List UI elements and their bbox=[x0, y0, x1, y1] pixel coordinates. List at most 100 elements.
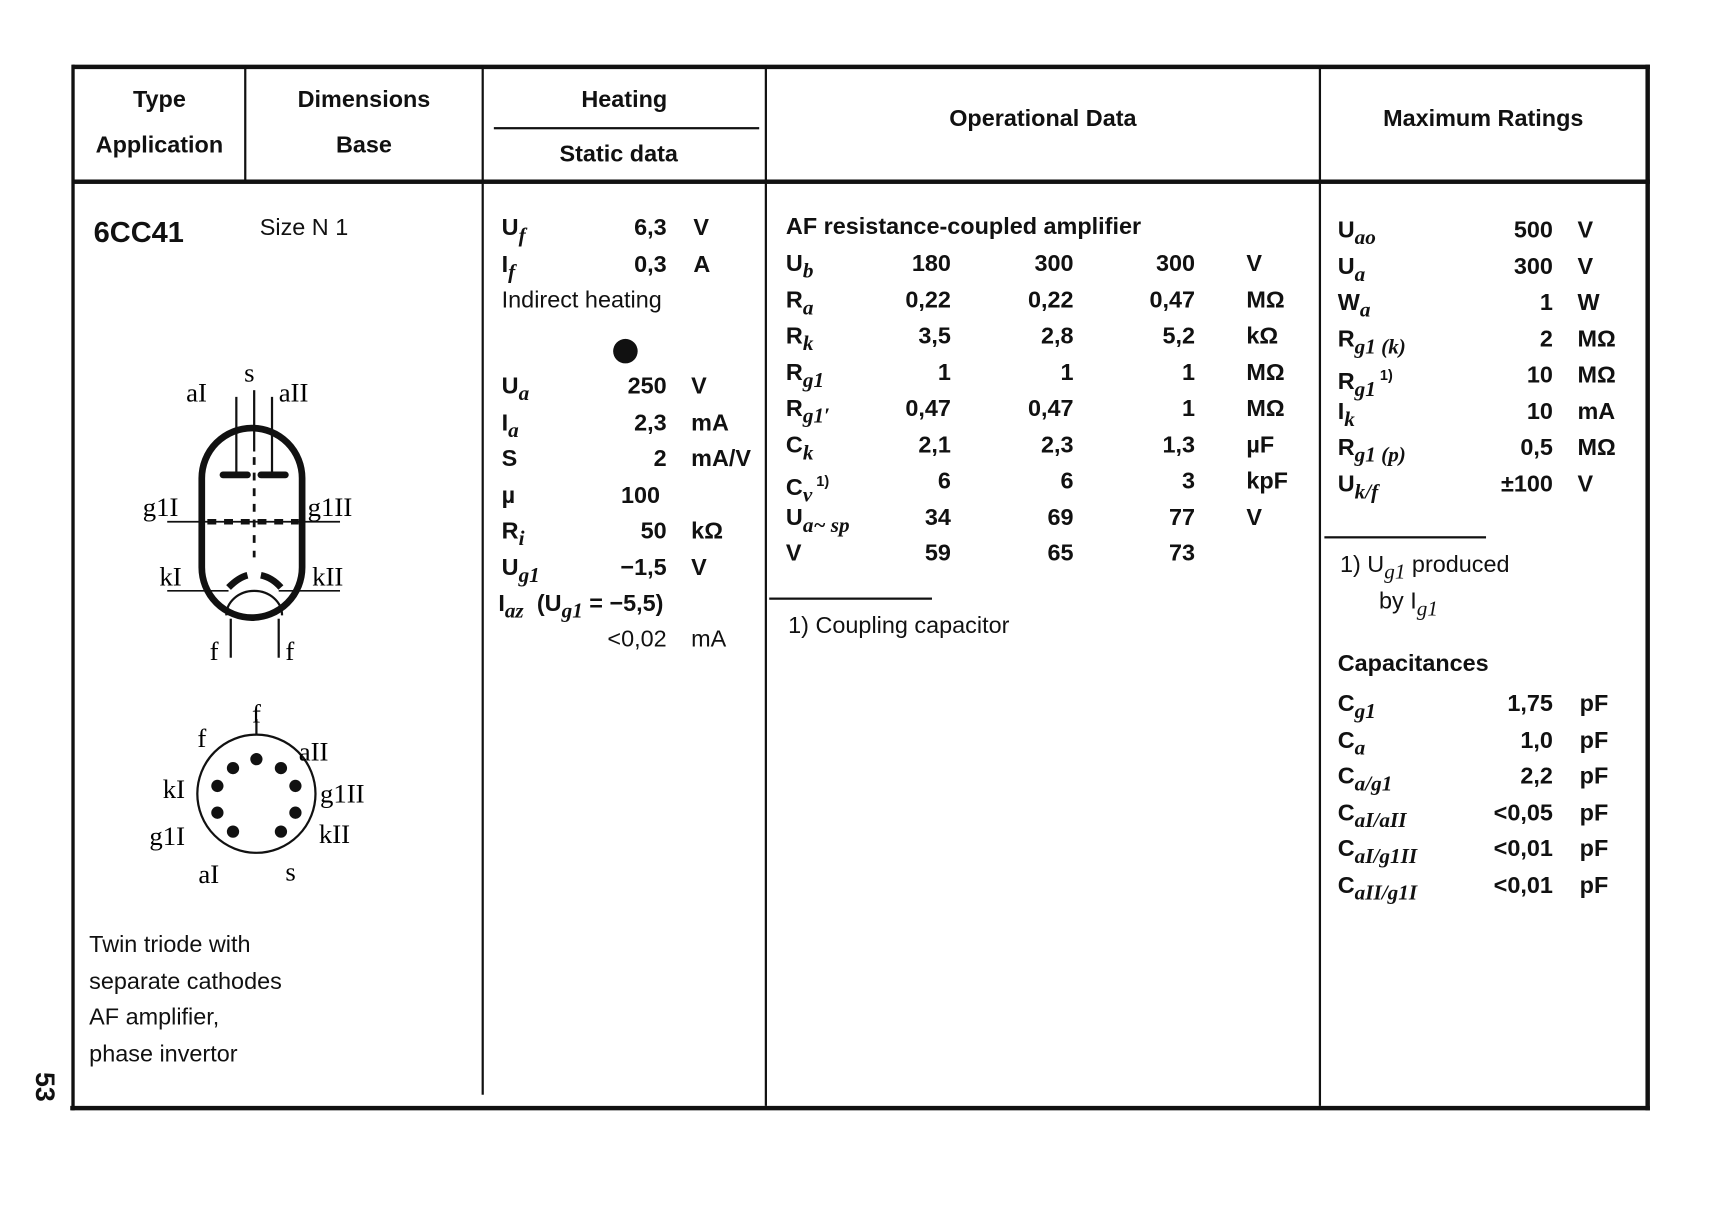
row-value: 77 bbox=[1169, 504, 1196, 531]
row-unit: MΩ bbox=[1246, 359, 1285, 386]
label-g1-2: g1II bbox=[308, 492, 353, 522]
tube-schematic: aI s aII g1I g1II kI kII f f f f aII g1I… bbox=[143, 357, 365, 889]
header-base: Base bbox=[335, 132, 392, 159]
row-value: 1,75 bbox=[1507, 691, 1553, 717]
heating-static-separator-dot bbox=[613, 338, 638, 364]
base-label-f2: f bbox=[252, 698, 261, 728]
row-value: 100 bbox=[620, 482, 661, 508]
row-symbol: Ua bbox=[501, 373, 530, 406]
table-bottom-border bbox=[70, 1105, 1650, 1111]
tube-type: 6CC41 bbox=[93, 215, 184, 249]
row-symbol: If bbox=[501, 251, 516, 284]
row-unit: V bbox=[1577, 471, 1594, 497]
row-value: 300 bbox=[1034, 250, 1074, 277]
row-value: 2,2 bbox=[1520, 763, 1553, 790]
tube-envelope bbox=[198, 424, 306, 621]
base-label-s: s bbox=[285, 857, 295, 887]
row-symbol: CaII/g1I bbox=[1337, 872, 1418, 905]
row-unit: mA bbox=[691, 409, 729, 436]
row-value: 1 bbox=[1182, 395, 1196, 422]
row-symbol: V bbox=[785, 540, 802, 567]
row-unit: MΩ bbox=[1577, 362, 1616, 388]
header-operational-data: Operational Data bbox=[949, 105, 1137, 132]
row-symbol: Ra bbox=[785, 287, 814, 320]
row-unit: pF bbox=[1579, 799, 1609, 826]
row-unit: V bbox=[691, 373, 707, 400]
row-value: 3 bbox=[1182, 468, 1196, 494]
base-pins bbox=[211, 753, 302, 838]
row-value: 5,2 bbox=[1162, 323, 1196, 349]
label-a1: aI bbox=[186, 377, 207, 407]
description-line: Twin triode with bbox=[89, 931, 251, 958]
divider-operational bbox=[764, 66, 767, 1106]
row-unit: V bbox=[1246, 250, 1262, 277]
row-value: 500 bbox=[1513, 217, 1553, 244]
row-unit: µF bbox=[1246, 431, 1275, 458]
description-line: separate cathodes bbox=[89, 968, 282, 995]
operational-footnote: 1) Coupling capacitor bbox=[788, 613, 1010, 639]
label-a2: aII bbox=[279, 377, 309, 407]
row-unit: pF bbox=[1579, 763, 1609, 790]
row-unit: A bbox=[693, 251, 711, 278]
row-unit: MΩ bbox=[1246, 395, 1285, 422]
row-value: 2,3 bbox=[634, 409, 667, 436]
row-symbol: Rg1 bbox=[785, 359, 825, 392]
heating-header-divider bbox=[493, 127, 760, 130]
heater bbox=[225, 589, 284, 616]
row-symbol: Rg1 1) bbox=[1337, 366, 1393, 402]
table-right-border bbox=[1645, 64, 1650, 1111]
row-unit: kΩ bbox=[1246, 323, 1279, 349]
row-unit: V bbox=[693, 215, 710, 241]
label-f2: f bbox=[285, 636, 294, 666]
row-symbol: Wa bbox=[1337, 289, 1371, 323]
row-unit: pF bbox=[1579, 836, 1609, 862]
header-application: Application bbox=[95, 132, 224, 159]
base-label-g1-2: g1II bbox=[320, 779, 365, 809]
row-value: 34 bbox=[924, 504, 951, 531]
row-value: <0,01 bbox=[1493, 836, 1553, 862]
row-symbol: Rk bbox=[785, 323, 814, 356]
header-type: Type bbox=[132, 86, 186, 113]
row-value: 0,47 bbox=[1149, 287, 1196, 313]
row-unit: V bbox=[691, 554, 707, 581]
header-heating: Heating bbox=[581, 86, 668, 113]
operational-title: AF resistance-coupled amplifier bbox=[785, 214, 1142, 240]
base-label-f1: f bbox=[197, 723, 206, 753]
row-value: 1,3 bbox=[1162, 431, 1196, 458]
row-value: 0,3 bbox=[634, 251, 667, 278]
iaz-unit: mA bbox=[691, 626, 727, 653]
row-value: 1 bbox=[1182, 359, 1196, 386]
label-s: s bbox=[244, 357, 254, 387]
row-value: 180 bbox=[911, 250, 951, 277]
page-number: 53 bbox=[29, 1072, 60, 1102]
row-value: 0,22 bbox=[1027, 287, 1074, 313]
heating-note: Indirect heating bbox=[501, 287, 662, 314]
row-symbol: Ua~ sp bbox=[785, 504, 850, 537]
row-value: 6 bbox=[1060, 468, 1074, 494]
row-symbol: Cg1 bbox=[1337, 691, 1376, 724]
row-unit: V bbox=[1577, 253, 1594, 280]
footnote-rule bbox=[769, 597, 932, 600]
row-value: <0,01 bbox=[1493, 872, 1553, 898]
row-value: 300 bbox=[1155, 250, 1196, 277]
row-value: 0,22 bbox=[905, 287, 951, 313]
row-unit: pF bbox=[1579, 727, 1609, 754]
table-top-border bbox=[72, 64, 1650, 70]
row-symbol: Ca/g1 bbox=[1337, 763, 1393, 796]
row-unit: MΩ bbox=[1246, 287, 1285, 313]
row-value: 1 bbox=[1539, 289, 1553, 316]
iaz-value: <0,02 bbox=[607, 626, 667, 653]
label-f1: f bbox=[210, 636, 219, 666]
row-value: 2,3 bbox=[1040, 431, 1074, 458]
row-value: 3,5 bbox=[918, 323, 951, 349]
row-unit: V bbox=[1577, 217, 1594, 244]
base-label-g1-1: g1I bbox=[149, 821, 185, 851]
row-symbol: Uk/f bbox=[1337, 471, 1379, 504]
header-dimensions: Dimensions bbox=[297, 86, 431, 113]
row-value: 73 bbox=[1169, 540, 1196, 567]
row-value: 65 bbox=[1047, 540, 1074, 567]
header-static-data: Static data bbox=[559, 141, 678, 168]
row-symbol: Ug1 bbox=[501, 554, 540, 587]
row-value: 0,5 bbox=[1520, 434, 1553, 461]
base-label-k1: kI bbox=[163, 774, 185, 804]
